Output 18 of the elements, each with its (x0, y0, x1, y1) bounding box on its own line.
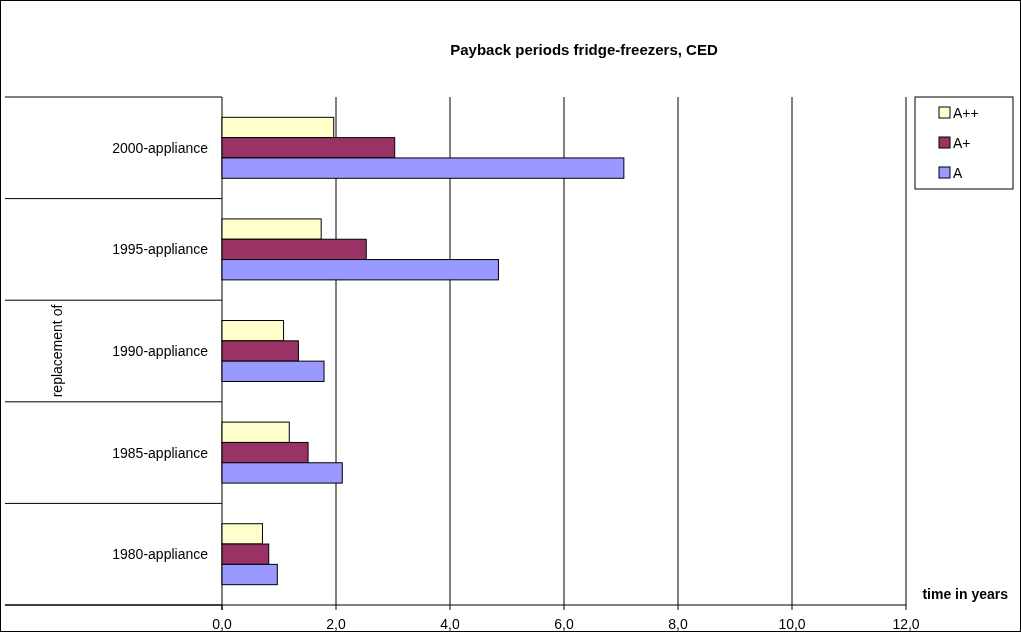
y-tick-label: 1980-appliance (112, 546, 209, 563)
y-tick-label: 1990-appliance (112, 343, 209, 359)
legend-label: A+ (953, 135, 971, 151)
legend-label: A++ (953, 105, 979, 121)
x-tick-label: 4,0 (440, 616, 460, 632)
x-tick-label: 10,0 (778, 616, 806, 632)
legend-label: A (953, 165, 963, 181)
x-tick-label: 0,0 (212, 616, 232, 632)
x-tick-label: 12,0 (892, 616, 920, 632)
y-tick-label: 2000-appliance (112, 139, 209, 156)
x-tick-label: 6,0 (554, 616, 574, 632)
x-tick-label: 8,0 (668, 616, 688, 632)
y-tick-label: 1985-appliance (112, 444, 209, 461)
x-tick-label: 2,0 (326, 616, 346, 632)
y-axis-title: replacement of (49, 304, 65, 398)
x-axis-title: time in years (922, 586, 1009, 602)
y-tick-label: 1995-appliance (112, 241, 209, 258)
chart-title: Payback periods fridge-freezers, CED (450, 41, 718, 58)
